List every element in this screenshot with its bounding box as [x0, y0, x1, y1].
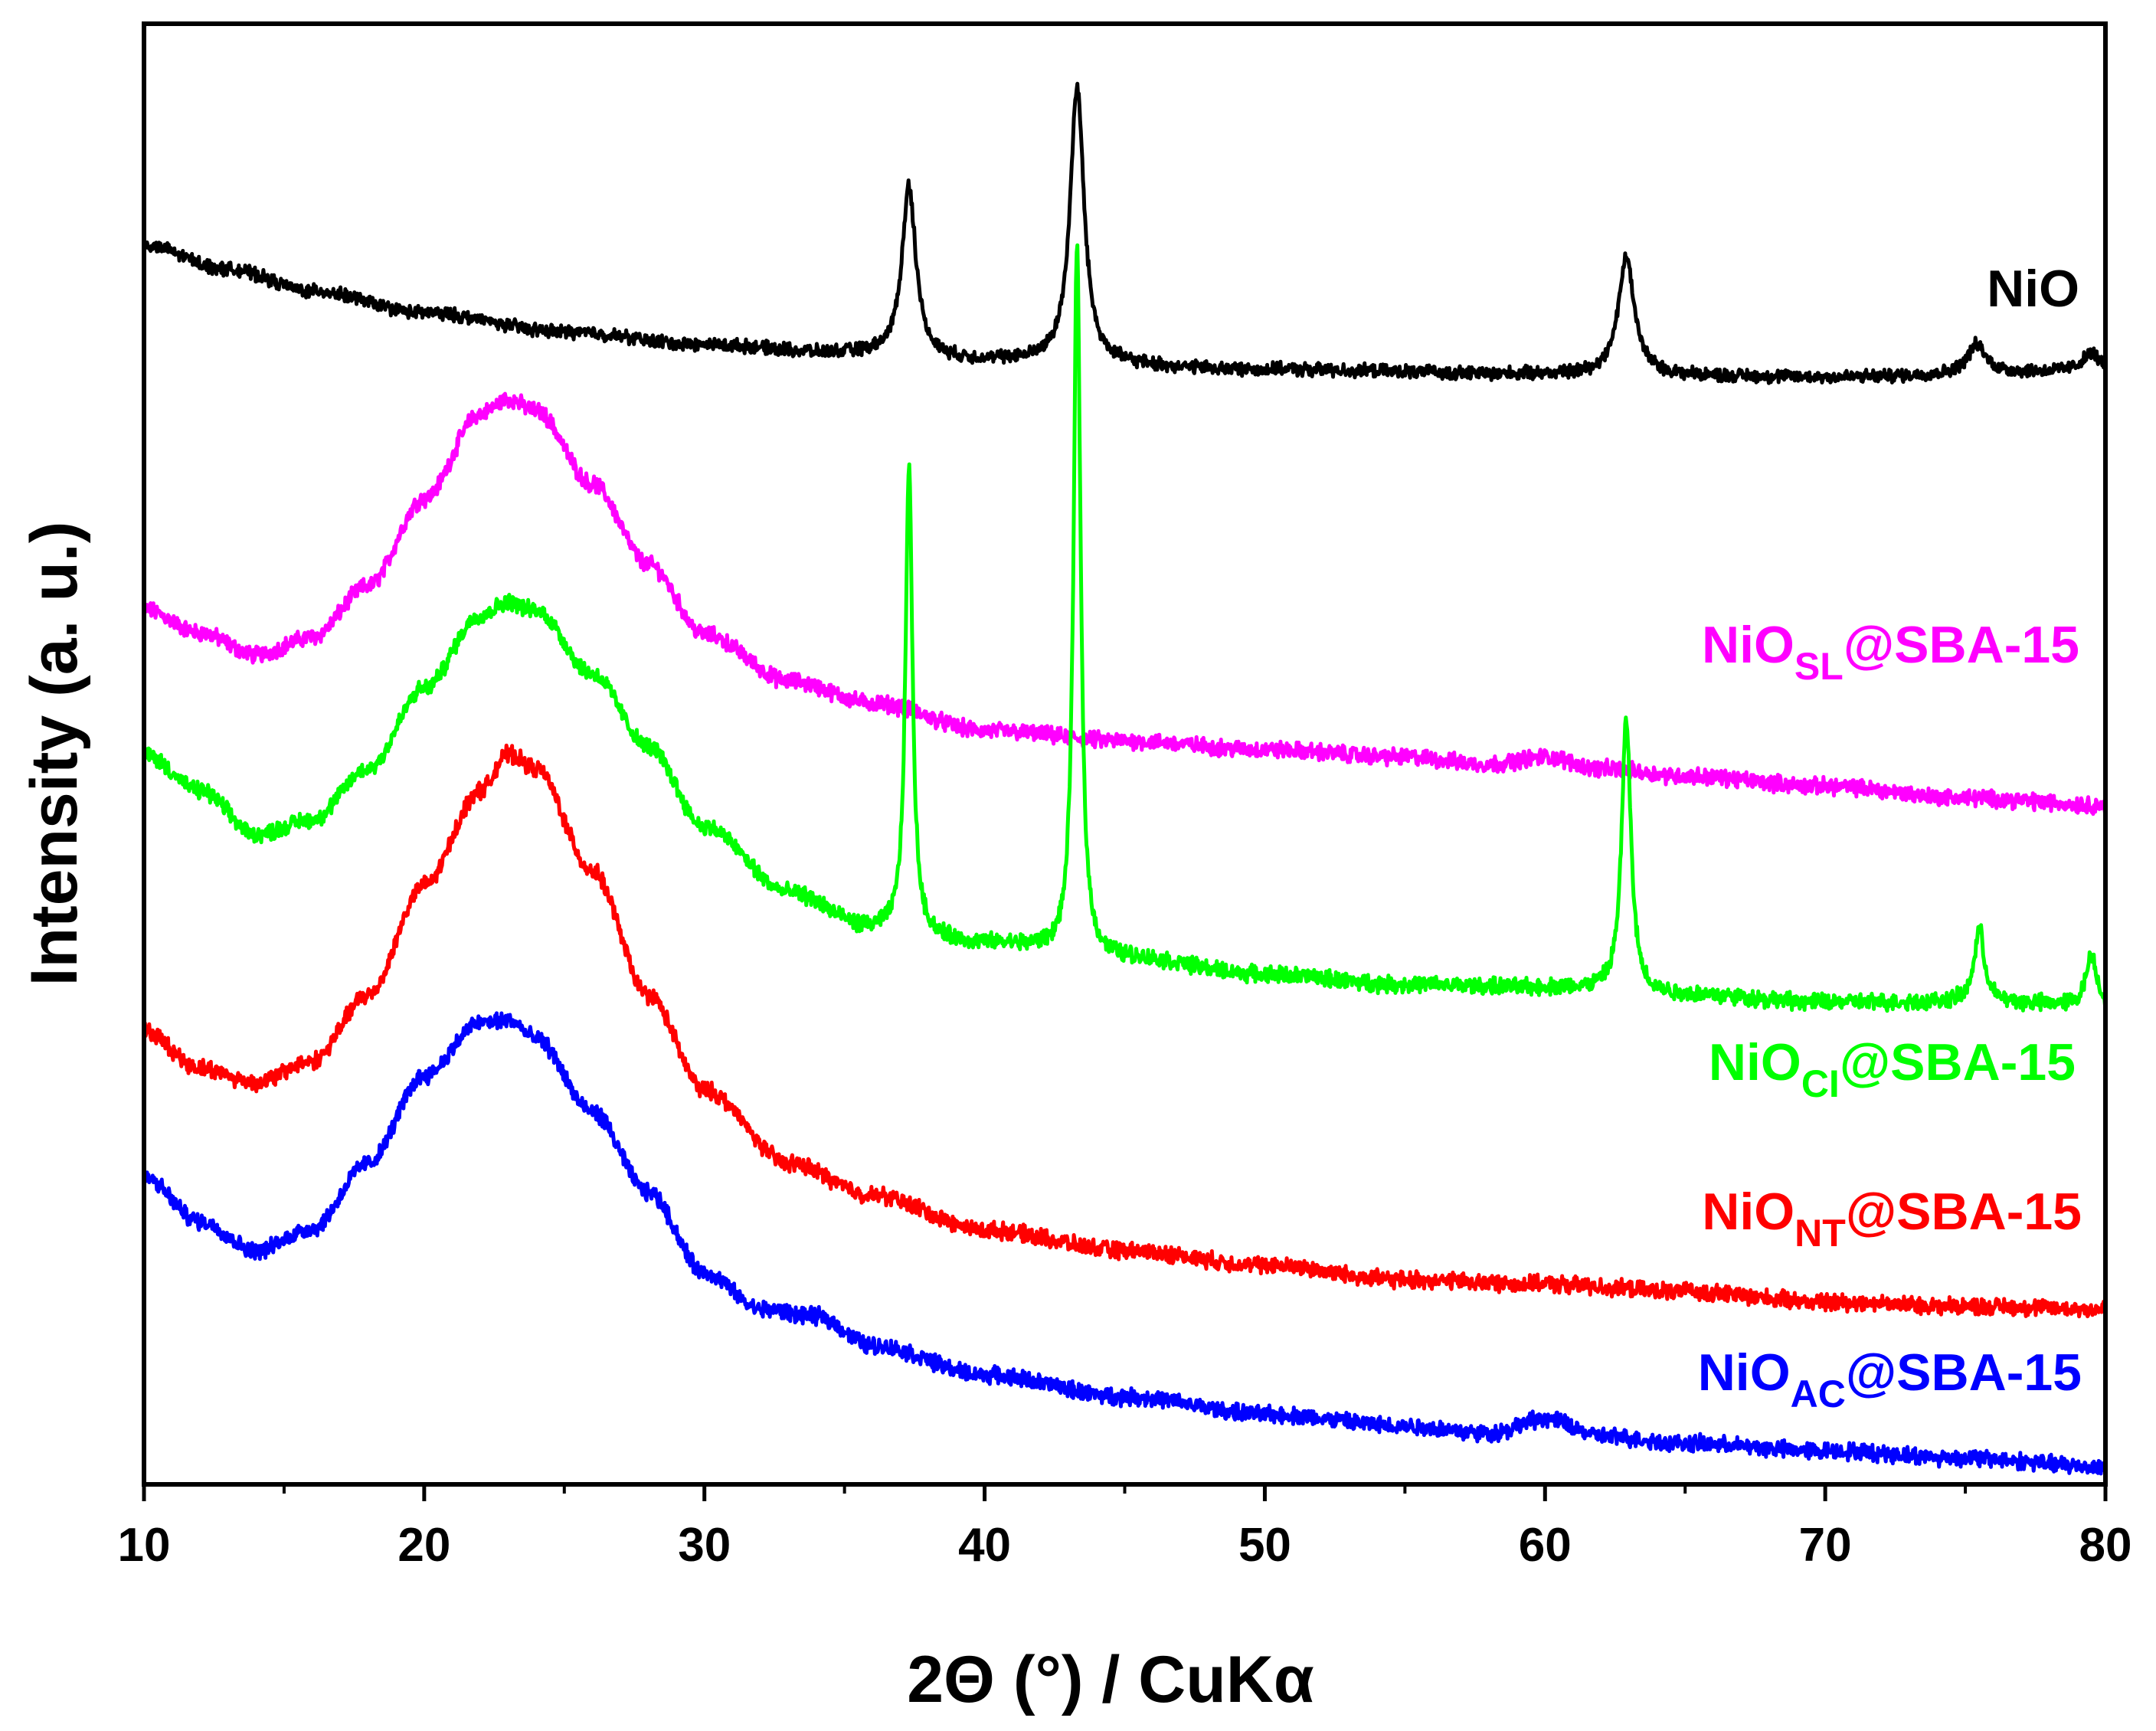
x-tick-label: 70	[1799, 1519, 1852, 1572]
x-tick-label: 50	[1238, 1519, 1291, 1572]
label-nio-ci: NiOCI@SBA-15	[1709, 1033, 2076, 1105]
label-nio-ci-suffix: @SBA-15	[1840, 1033, 2076, 1091]
label-nio-ac: NiOAC@SBA-15	[1698, 1343, 2082, 1415]
label-nio-sl-sub: SL	[1794, 645, 1844, 688]
label-nio-ci-sub: CI	[1801, 1062, 1840, 1105]
x-tick-label: 60	[1519, 1519, 1572, 1572]
label-nio-sl: NiOSL@SBA-15	[1702, 616, 2079, 688]
x-tick-label: 10	[118, 1519, 171, 1572]
label-nio-sl-main: NiO	[1702, 616, 1794, 674]
label-nio-sl-suffix: @SBA-15	[1844, 616, 2079, 674]
label-nio-ci-main: NiO	[1709, 1033, 1801, 1091]
series-layer	[142, 81, 2107, 1476]
label-nio-nt-sub: NT	[1794, 1212, 1846, 1255]
label-nio-ac-suffix: @SBA-15	[1846, 1343, 2082, 1402]
x-tick-label: 80	[2079, 1519, 2132, 1572]
label-nio-nt-main: NiO	[1702, 1183, 1794, 1241]
y-axis-title: Intensity (a. u.)	[18, 522, 91, 987]
label-nio-nt: NiONT@SBA-15	[1702, 1183, 2082, 1255]
label-nio-main: NiO	[1987, 260, 2079, 318]
series-line-nio-nt-sba-15	[142, 743, 2107, 1319]
series-labels: NiO NiOSL@SBA-15 NiOCI@SBA-15 NiONT@SBA-…	[1698, 260, 2082, 1415]
series-line-nio	[142, 81, 2107, 385]
x-tick-label: 30	[678, 1519, 731, 1572]
label-nio-ac-main: NiO	[1698, 1343, 1791, 1402]
label-nio-nt-suffix: @SBA-15	[1846, 1183, 2082, 1241]
plot-frame	[142, 21, 2108, 1487]
label-nio-ac-sub: AC	[1791, 1373, 1846, 1415]
label-nio: NiO	[1987, 260, 2079, 318]
x-tick-label: 20	[398, 1519, 450, 1572]
series-line-nio-ac-sba-15	[142, 1011, 2107, 1476]
series-line-nio-sl-sba-15	[142, 391, 2107, 816]
x-ticks: 10 20 30 40 50 60 70 80	[118, 1484, 2132, 1572]
series-line-nio-ci-sba-15	[142, 243, 2107, 1013]
x-tick-label: 40	[958, 1519, 1011, 1572]
x-axis-title: 2Θ (°) / CuKα	[907, 1643, 1314, 1716]
